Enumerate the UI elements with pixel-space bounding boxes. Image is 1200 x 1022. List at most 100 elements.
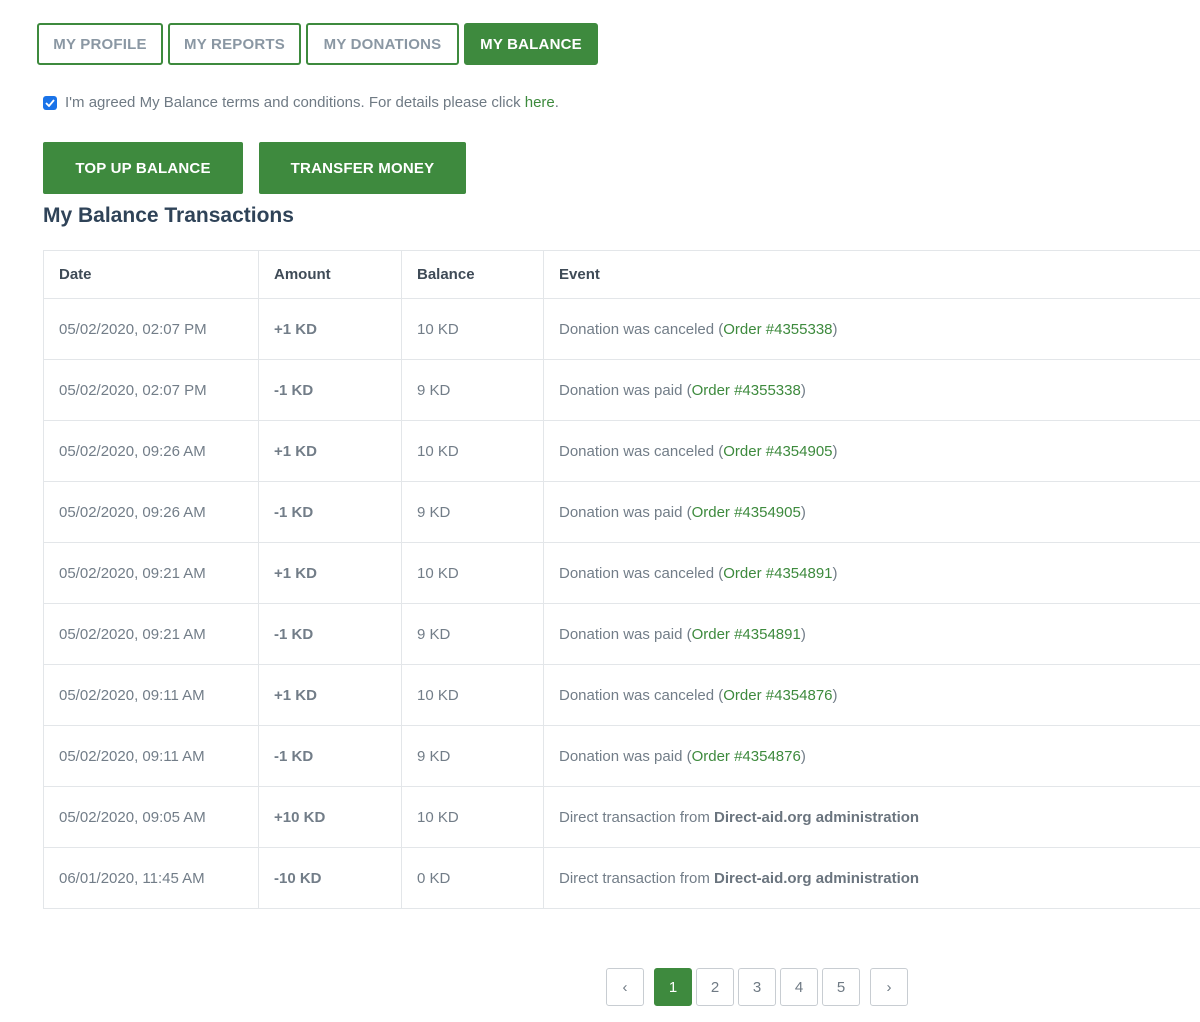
cell-amount: +1 KD xyxy=(258,664,402,726)
cell-event: Direct transaction from Direct-aid.org a… xyxy=(543,847,1200,909)
cell-amount: +10 KD xyxy=(258,786,402,848)
terms-after: . xyxy=(554,94,559,111)
table-row: 05/02/2020, 09:21 AM -1 KD 9 KD Donation wa… xyxy=(43,603,1200,665)
cell-date: 05/02/2020, 02:07 PM xyxy=(43,359,259,421)
event-suffix: ) xyxy=(832,686,838,704)
order-link[interactable]: Order #4355338 xyxy=(691,381,801,399)
cell-amount: -10 KD xyxy=(258,847,402,909)
cell-date: 05/02/2020, 09:05 AM xyxy=(43,786,259,848)
table-row: 05/02/2020, 09:26 AM -1 KD 9 KD Donation wa… xyxy=(43,481,1200,543)
table-row: 05/02/2020, 09:05 AM +10 KD 10 KD Direct tr… xyxy=(43,786,1200,848)
next-page-button[interactable]: › xyxy=(870,968,908,1006)
event-text: Donation was canceled ( xyxy=(559,686,724,704)
event-text: Donation was canceled ( xyxy=(559,442,724,460)
chevron-right-icon: › xyxy=(886,978,892,996)
header-balance: Balance xyxy=(401,250,544,299)
table-body: 05/02/2020, 02:07 PM +1 KD 10 KD Donation w… xyxy=(43,298,1200,909)
cell-amount: +1 KD xyxy=(258,542,402,604)
tab-my-balance[interactable]: MY BALANCE xyxy=(464,23,598,65)
cell-amount: -1 KD xyxy=(258,725,402,787)
table-row: 05/02/2020, 02:07 PM +1 KD 10 KD Donation w… xyxy=(43,298,1200,360)
checkmark-icon xyxy=(45,98,55,107)
terms-agreement: I'm agreed My Balance terms and conditio… xyxy=(43,94,559,111)
terms-checkbox[interactable] xyxy=(43,95,57,110)
cell-balance: 10 KD xyxy=(401,420,544,482)
cell-date: 05/02/2020, 02:07 PM xyxy=(43,298,259,360)
profile-tabs: MY PROFILE MY REPORTS MY DONATIONS MY BA… xyxy=(37,23,603,65)
cell-balance: 0 KD xyxy=(401,847,544,909)
cell-balance: 10 KD xyxy=(401,542,544,604)
cell-event: Donation was paid (Order #4354891) xyxy=(543,603,1200,665)
event-text: Donation was canceled ( xyxy=(559,320,724,338)
event-text: Donation was paid ( xyxy=(559,625,692,643)
table-row: 05/02/2020, 09:11 AM -1 KD 9 KD Donation wa… xyxy=(43,725,1200,787)
section-title: My Balance Transactions xyxy=(43,204,294,227)
cell-balance: 10 KD xyxy=(401,298,544,360)
cell-balance: 9 KD xyxy=(401,481,544,543)
header-event: Event xyxy=(543,250,1200,299)
event-suffix: ) xyxy=(800,381,806,399)
top-up-balance-button[interactable]: TOP UP BALANCE xyxy=(43,142,243,194)
terms-link[interactable]: here xyxy=(524,94,555,111)
table-row: 05/02/2020, 09:11 AM +1 KD 10 KD Donation w… xyxy=(43,664,1200,726)
page-1-button[interactable]: 1 xyxy=(654,968,692,1006)
event-text: Donation was paid ( xyxy=(559,747,692,765)
cell-amount: +1 KD xyxy=(258,420,402,482)
cell-amount: -1 KD xyxy=(258,359,402,421)
cell-balance: 9 KD xyxy=(401,603,544,665)
cell-balance: 10 KD xyxy=(401,664,544,726)
event-text: Direct transaction from xyxy=(559,869,715,887)
transactions-table: Date Amount Balance Event 05/02/2020, 02… xyxy=(43,250,1200,909)
cell-event: Donation was paid (Order #4354876) xyxy=(543,725,1200,787)
cell-date: 05/02/2020, 09:11 AM xyxy=(43,664,259,726)
cell-date: 06/01/2020, 11:45 AM xyxy=(43,847,259,909)
order-link[interactable]: Order #4354891 xyxy=(723,564,833,582)
table-row: 05/02/2020, 09:21 AM +1 KD 10 KD Donation w… xyxy=(43,542,1200,604)
cell-amount: -1 KD xyxy=(258,481,402,543)
terms-text: I'm agreed My Balance terms and conditio… xyxy=(65,94,521,111)
chevron-left-icon: ‹ xyxy=(622,978,628,996)
pagination: ‹ 1 2 3 4 5 › xyxy=(606,968,912,1006)
header-date: Date xyxy=(43,250,259,299)
table-header-row: Date Amount Balance Event xyxy=(43,250,1200,299)
order-link[interactable]: Order #4354876 xyxy=(691,747,801,765)
cell-amount: +1 KD xyxy=(258,298,402,360)
table-row: 05/02/2020, 09:26 AM +1 KD 10 KD Donation w… xyxy=(43,420,1200,482)
page-4-button[interactable]: 4 xyxy=(780,968,818,1006)
order-link[interactable]: Order #4354905 xyxy=(723,442,833,460)
cell-event: Donation was canceled (Order #4354891) xyxy=(543,542,1200,604)
order-link[interactable]: Order #4354905 xyxy=(691,503,801,521)
table-row: 06/01/2020, 11:45 AM -10 KD 0 KD Direct tra… xyxy=(43,847,1200,909)
event-text: Donation was paid ( xyxy=(559,381,692,399)
event-suffix: ) xyxy=(832,564,838,582)
order-link[interactable]: Order #4354876 xyxy=(723,686,833,704)
event-suffix: ) xyxy=(800,625,806,643)
table-row: 05/02/2020, 02:07 PM -1 KD 9 KD Donation wa… xyxy=(43,359,1200,421)
cell-event: Donation was paid (Order #4354905) xyxy=(543,481,1200,543)
order-link[interactable]: Order #4355338 xyxy=(723,320,833,338)
header-amount: Amount xyxy=(258,250,402,299)
page-3-button[interactable]: 3 xyxy=(738,968,776,1006)
event-suffix: ) xyxy=(800,747,806,765)
event-text: Donation was paid ( xyxy=(559,503,692,521)
event-text: Direct transaction from xyxy=(559,808,715,826)
cell-date: 05/02/2020, 09:21 AM xyxy=(43,603,259,665)
page-2-button[interactable]: 2 xyxy=(696,968,734,1006)
cell-event: Donation was canceled (Order #4354905) xyxy=(543,420,1200,482)
cell-balance: 9 KD xyxy=(401,725,544,787)
event-source: Direct-aid.org administration xyxy=(714,869,920,887)
tab-my-reports[interactable]: MY REPORTS xyxy=(168,23,301,65)
event-suffix: ) xyxy=(832,320,838,338)
cell-date: 05/02/2020, 09:26 AM xyxy=(43,481,259,543)
cell-amount: -1 KD xyxy=(258,603,402,665)
transfer-money-button[interactable]: TRANSFER MONEY xyxy=(259,142,466,194)
page-5-button[interactable]: 5 xyxy=(822,968,860,1006)
order-link[interactable]: Order #4354891 xyxy=(691,625,801,643)
cell-event: Donation was paid (Order #4355338) xyxy=(543,359,1200,421)
cell-date: 05/02/2020, 09:26 AM xyxy=(43,420,259,482)
tab-my-profile[interactable]: MY PROFILE xyxy=(37,23,163,65)
prev-page-button[interactable]: ‹ xyxy=(606,968,644,1006)
cell-event: Donation was canceled (Order #4354876) xyxy=(543,664,1200,726)
tab-my-donations[interactable]: MY DONATIONS xyxy=(306,23,459,65)
event-text: Donation was canceled ( xyxy=(559,564,724,582)
